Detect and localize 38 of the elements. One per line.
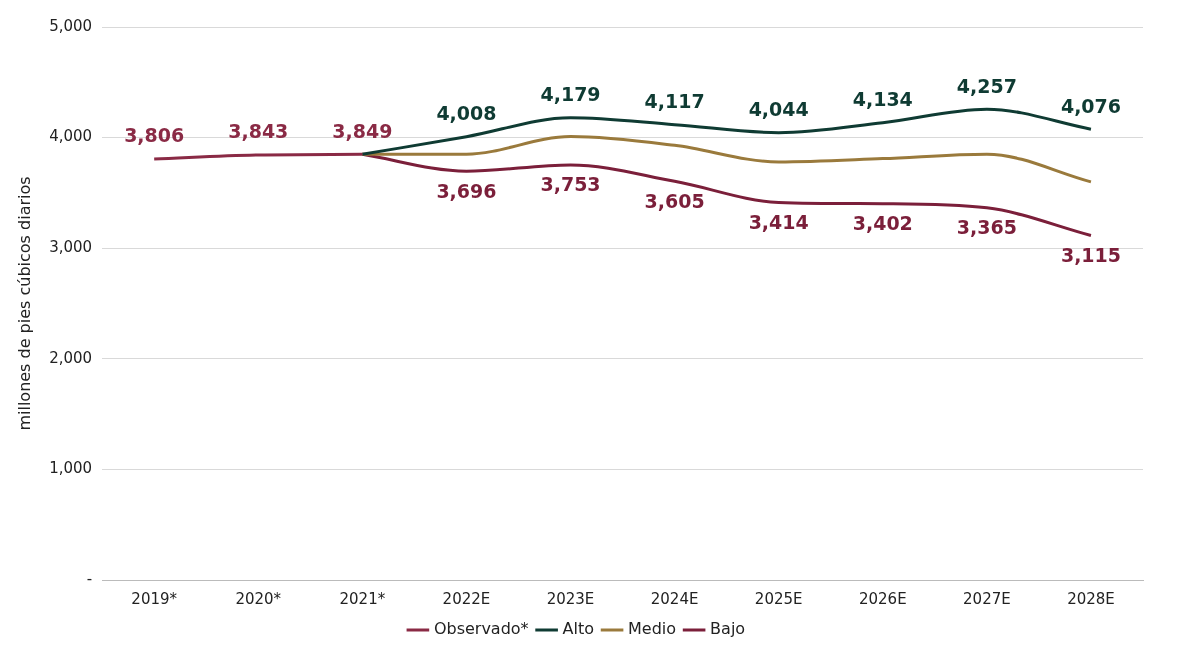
data-label: 3,806: [124, 124, 185, 147]
x-tick-label: 2021*: [339, 589, 386, 608]
data-label: 3,753: [540, 173, 601, 196]
data-label: 4,076: [1060, 94, 1122, 117]
x-tick-label: 2026E: [858, 589, 907, 608]
data-label: 3,414: [748, 210, 809, 233]
y-tick-label: 2,000: [49, 348, 93, 367]
x-tick-label: 2027E: [963, 589, 1011, 608]
data-label: 3,696: [436, 179, 497, 202]
data-label: 3,402: [852, 212, 913, 235]
data-label: 4,117: [644, 90, 705, 113]
x-tick-label: 2019*: [131, 589, 178, 608]
x-tick-label: 2025E: [754, 589, 803, 608]
x-tick-label: 2023E: [546, 589, 595, 608]
x-tick-label: 2024E: [650, 589, 699, 608]
y-tick-label: 1,000: [49, 459, 93, 478]
data-label: 3,115: [1060, 243, 1122, 266]
x-tick-label: 2022E: [442, 589, 491, 608]
x-tick-label: 2020*: [235, 589, 282, 608]
y-axis-title: millones de pies cúbicos diarios: [14, 176, 34, 431]
y-tick-label: 3,000: [49, 238, 93, 257]
legend-label: Alto: [562, 619, 595, 639]
legend-label: Medio: [628, 619, 677, 639]
data-label: 4,134: [852, 88, 913, 111]
data-label: 4,179: [540, 83, 601, 106]
y-tick-label: 5,000: [49, 16, 93, 35]
data-label: 3,365: [956, 216, 1017, 239]
y-tick-label: 4,000: [49, 127, 93, 146]
data-label: 4,257: [956, 74, 1017, 97]
legend-label: Bajo: [710, 619, 746, 639]
x-tick-label: 2028E: [1067, 589, 1115, 608]
data-label: 4,044: [748, 98, 809, 121]
data-label: 3,843: [228, 120, 289, 143]
legend-label: Observado*: [433, 619, 529, 639]
y-tick-label: -: [86, 569, 93, 588]
data-label: 3,605: [644, 189, 705, 212]
data-label: 4,008: [436, 102, 497, 125]
data-label: 3,849: [332, 119, 393, 142]
